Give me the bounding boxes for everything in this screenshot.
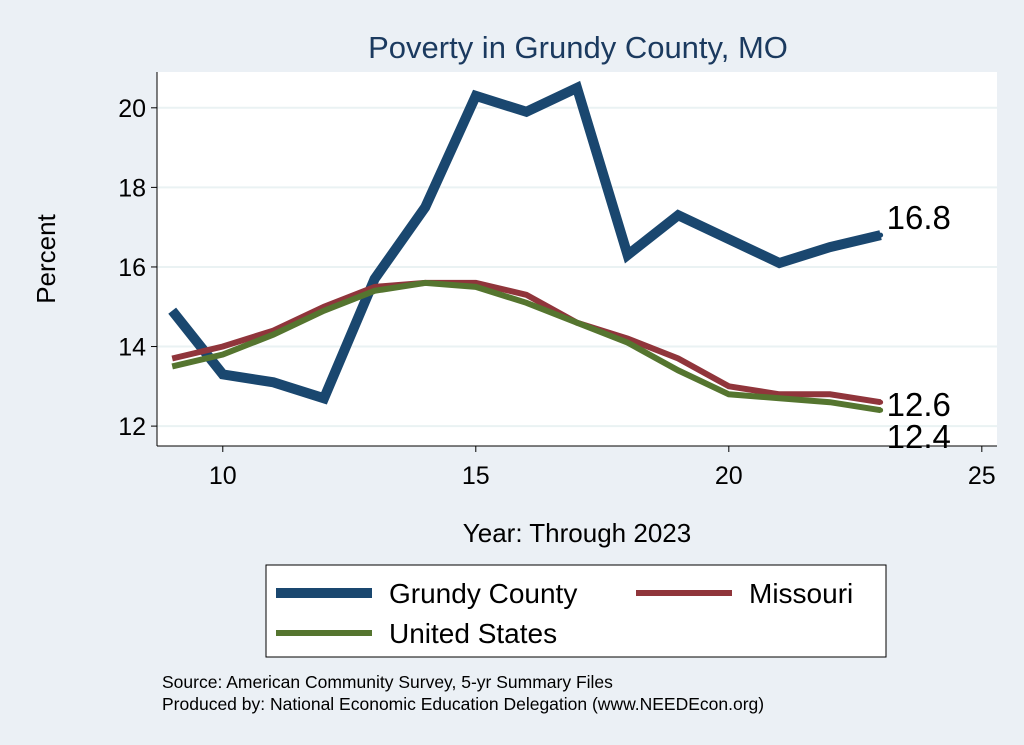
x-tick-label: 10: [209, 462, 237, 490]
legend-label: Missouri: [749, 578, 853, 609]
series-line-united-states: [171, 279, 882, 414]
end-label: 12.4: [887, 418, 951, 455]
chart-title: Poverty in Grundy County, MO: [368, 30, 788, 65]
x-tick-label: 20: [715, 462, 743, 490]
legend-label: United States: [389, 618, 557, 649]
series-layer: [168, 80, 882, 414]
legend-box: [265, 564, 887, 658]
y-axis-label: Percent: [31, 213, 61, 303]
x-tick-label: 15: [462, 462, 490, 490]
plot-area: [157, 72, 997, 446]
y-tick-label: 14: [118, 334, 146, 362]
y-tick-label: 12: [118, 413, 146, 441]
series-line-missouri: [171, 279, 882, 406]
source-line-1: Source: American Community Survey, 5-yr …: [162, 672, 613, 692]
x-axis-label: Year: Through 2023: [463, 518, 691, 548]
series-line-grundy-county: [168, 80, 882, 405]
end-point: [878, 407, 884, 413]
end-label: 12.6: [887, 386, 951, 423]
end-point: [878, 399, 884, 405]
y-tick-label: 16: [118, 254, 146, 282]
end-point: [878, 232, 884, 238]
y-tick-label: 18: [118, 174, 146, 202]
end-label-layer: 16.8 12.612.4: [878, 199, 951, 455]
source-line-2: Produced by: National Economic Education…: [162, 694, 764, 714]
end-label: 16.8: [887, 199, 951, 236]
legend: Grundy County Missouri United States: [276, 578, 853, 649]
x-tick-label: 25: [968, 462, 996, 490]
legend-label: Grundy County: [389, 578, 577, 609]
axis-layer: 12 14 16 18 20 10 15 20 25: [118, 72, 997, 490]
y-tick-label: 20: [118, 95, 146, 123]
grid-layer: [157, 106, 997, 428]
